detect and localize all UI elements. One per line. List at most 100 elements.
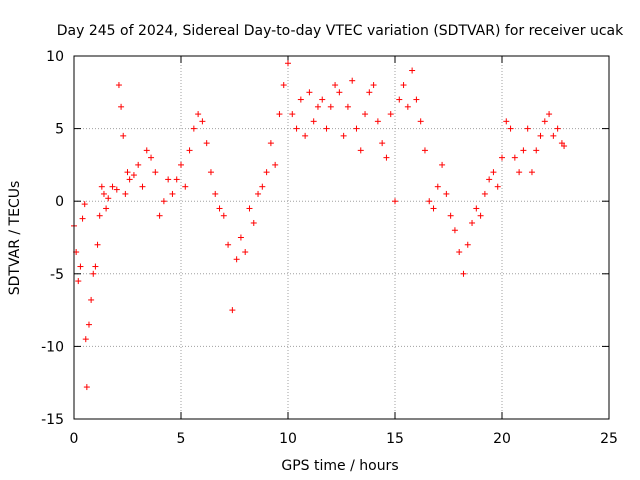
data-point: [124, 169, 131, 176]
data-point: [203, 140, 210, 147]
tick-labels: 0 5 10 15 20 25 -15 -10 -5 0 5 10: [41, 49, 618, 447]
data-point: [139, 183, 146, 190]
data-point: [379, 140, 386, 147]
data-point: [250, 219, 257, 226]
data-point: [237, 234, 244, 241]
x-tick-label: 25: [600, 431, 618, 447]
data-point: [199, 118, 206, 125]
data-point: [297, 96, 304, 103]
data-point: [259, 183, 266, 190]
data-point: [98, 183, 105, 190]
data-point: [490, 169, 497, 176]
grid-lines: [74, 56, 609, 419]
data-point: [220, 212, 227, 219]
data-point: [314, 103, 321, 110]
data-point: [443, 190, 450, 197]
data-point: [537, 132, 544, 139]
x-tick-label: 0: [70, 431, 79, 447]
data-point: [75, 278, 82, 285]
data-point: [507, 125, 514, 132]
data-point: [481, 190, 488, 197]
data-point: [417, 118, 424, 125]
data-point: [421, 147, 428, 154]
x-axis-label: GPS time / hours: [281, 458, 398, 474]
data-point: [550, 132, 557, 139]
data-points: [71, 60, 568, 391]
data-point: [387, 111, 394, 118]
x-tick-label: 10: [279, 431, 297, 447]
data-point: [524, 125, 531, 132]
data-point: [280, 82, 287, 89]
data-point: [302, 132, 309, 139]
data-point: [160, 198, 167, 205]
plot-frame: [73, 55, 610, 420]
data-point: [255, 190, 262, 197]
data-point: [439, 161, 446, 168]
data-point: [82, 336, 89, 343]
data-point: [404, 103, 411, 110]
data-point: [370, 82, 377, 89]
y-tick-label: 10: [46, 49, 64, 65]
data-point: [383, 154, 390, 161]
data-point: [546, 111, 553, 118]
data-point: [469, 219, 476, 226]
data-point: [486, 176, 493, 183]
y-axis-label: SDTVAR / TECUs: [7, 181, 23, 296]
data-point: [77, 263, 84, 270]
y-tick-label: -15: [41, 412, 64, 428]
data-point: [473, 205, 480, 212]
data-point: [332, 82, 339, 89]
data-point: [94, 241, 101, 248]
data-point: [263, 169, 270, 176]
data-point: [242, 249, 249, 256]
data-point: [353, 125, 360, 132]
data-point: [92, 263, 99, 270]
data-point: [456, 249, 463, 256]
data-point: [207, 169, 214, 176]
data-point: [494, 183, 501, 190]
data-point: [212, 190, 219, 197]
data-point: [528, 169, 535, 176]
y-tick-label: 0: [55, 194, 64, 210]
data-point: [319, 96, 326, 103]
data-point: [135, 161, 142, 168]
data-point: [409, 67, 416, 74]
data-point: [182, 183, 189, 190]
data-point: [81, 201, 88, 208]
data-point: [190, 125, 197, 132]
data-point: [96, 212, 103, 219]
data-point: [152, 169, 159, 176]
y-tick-label: 5: [55, 122, 64, 138]
y-tick-label: -10: [41, 339, 64, 355]
data-point: [413, 96, 420, 103]
data-point: [173, 176, 180, 183]
data-point: [130, 172, 137, 179]
data-point: [143, 147, 150, 154]
data-point: [148, 154, 155, 161]
data-point: [362, 111, 369, 118]
data-point: [225, 241, 232, 248]
data-point: [115, 82, 122, 89]
data-point: [392, 198, 398, 205]
data-point: [293, 125, 300, 132]
data-point: [216, 205, 223, 212]
data-point: [285, 60, 291, 67]
data-point: [554, 125, 561, 132]
data-point: [156, 212, 163, 219]
data-point: [426, 198, 433, 205]
data-point: [310, 118, 317, 125]
x-tick-label: 20: [493, 431, 511, 447]
data-point: [561, 143, 568, 150]
data-point: [400, 82, 407, 89]
data-point: [336, 89, 343, 96]
data-point: [434, 183, 441, 190]
data-point: [464, 241, 471, 248]
data-point: [374, 118, 381, 125]
data-point: [327, 103, 334, 110]
data-point: [516, 169, 523, 176]
data-point: [533, 147, 540, 154]
data-point: [90, 270, 97, 277]
data-point: [344, 103, 351, 110]
